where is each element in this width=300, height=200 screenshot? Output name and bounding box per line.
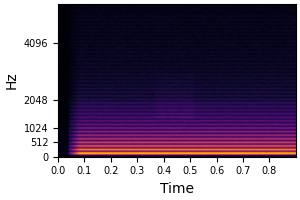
X-axis label: Time: Time bbox=[160, 182, 194, 196]
Y-axis label: Hz: Hz bbox=[4, 71, 18, 89]
